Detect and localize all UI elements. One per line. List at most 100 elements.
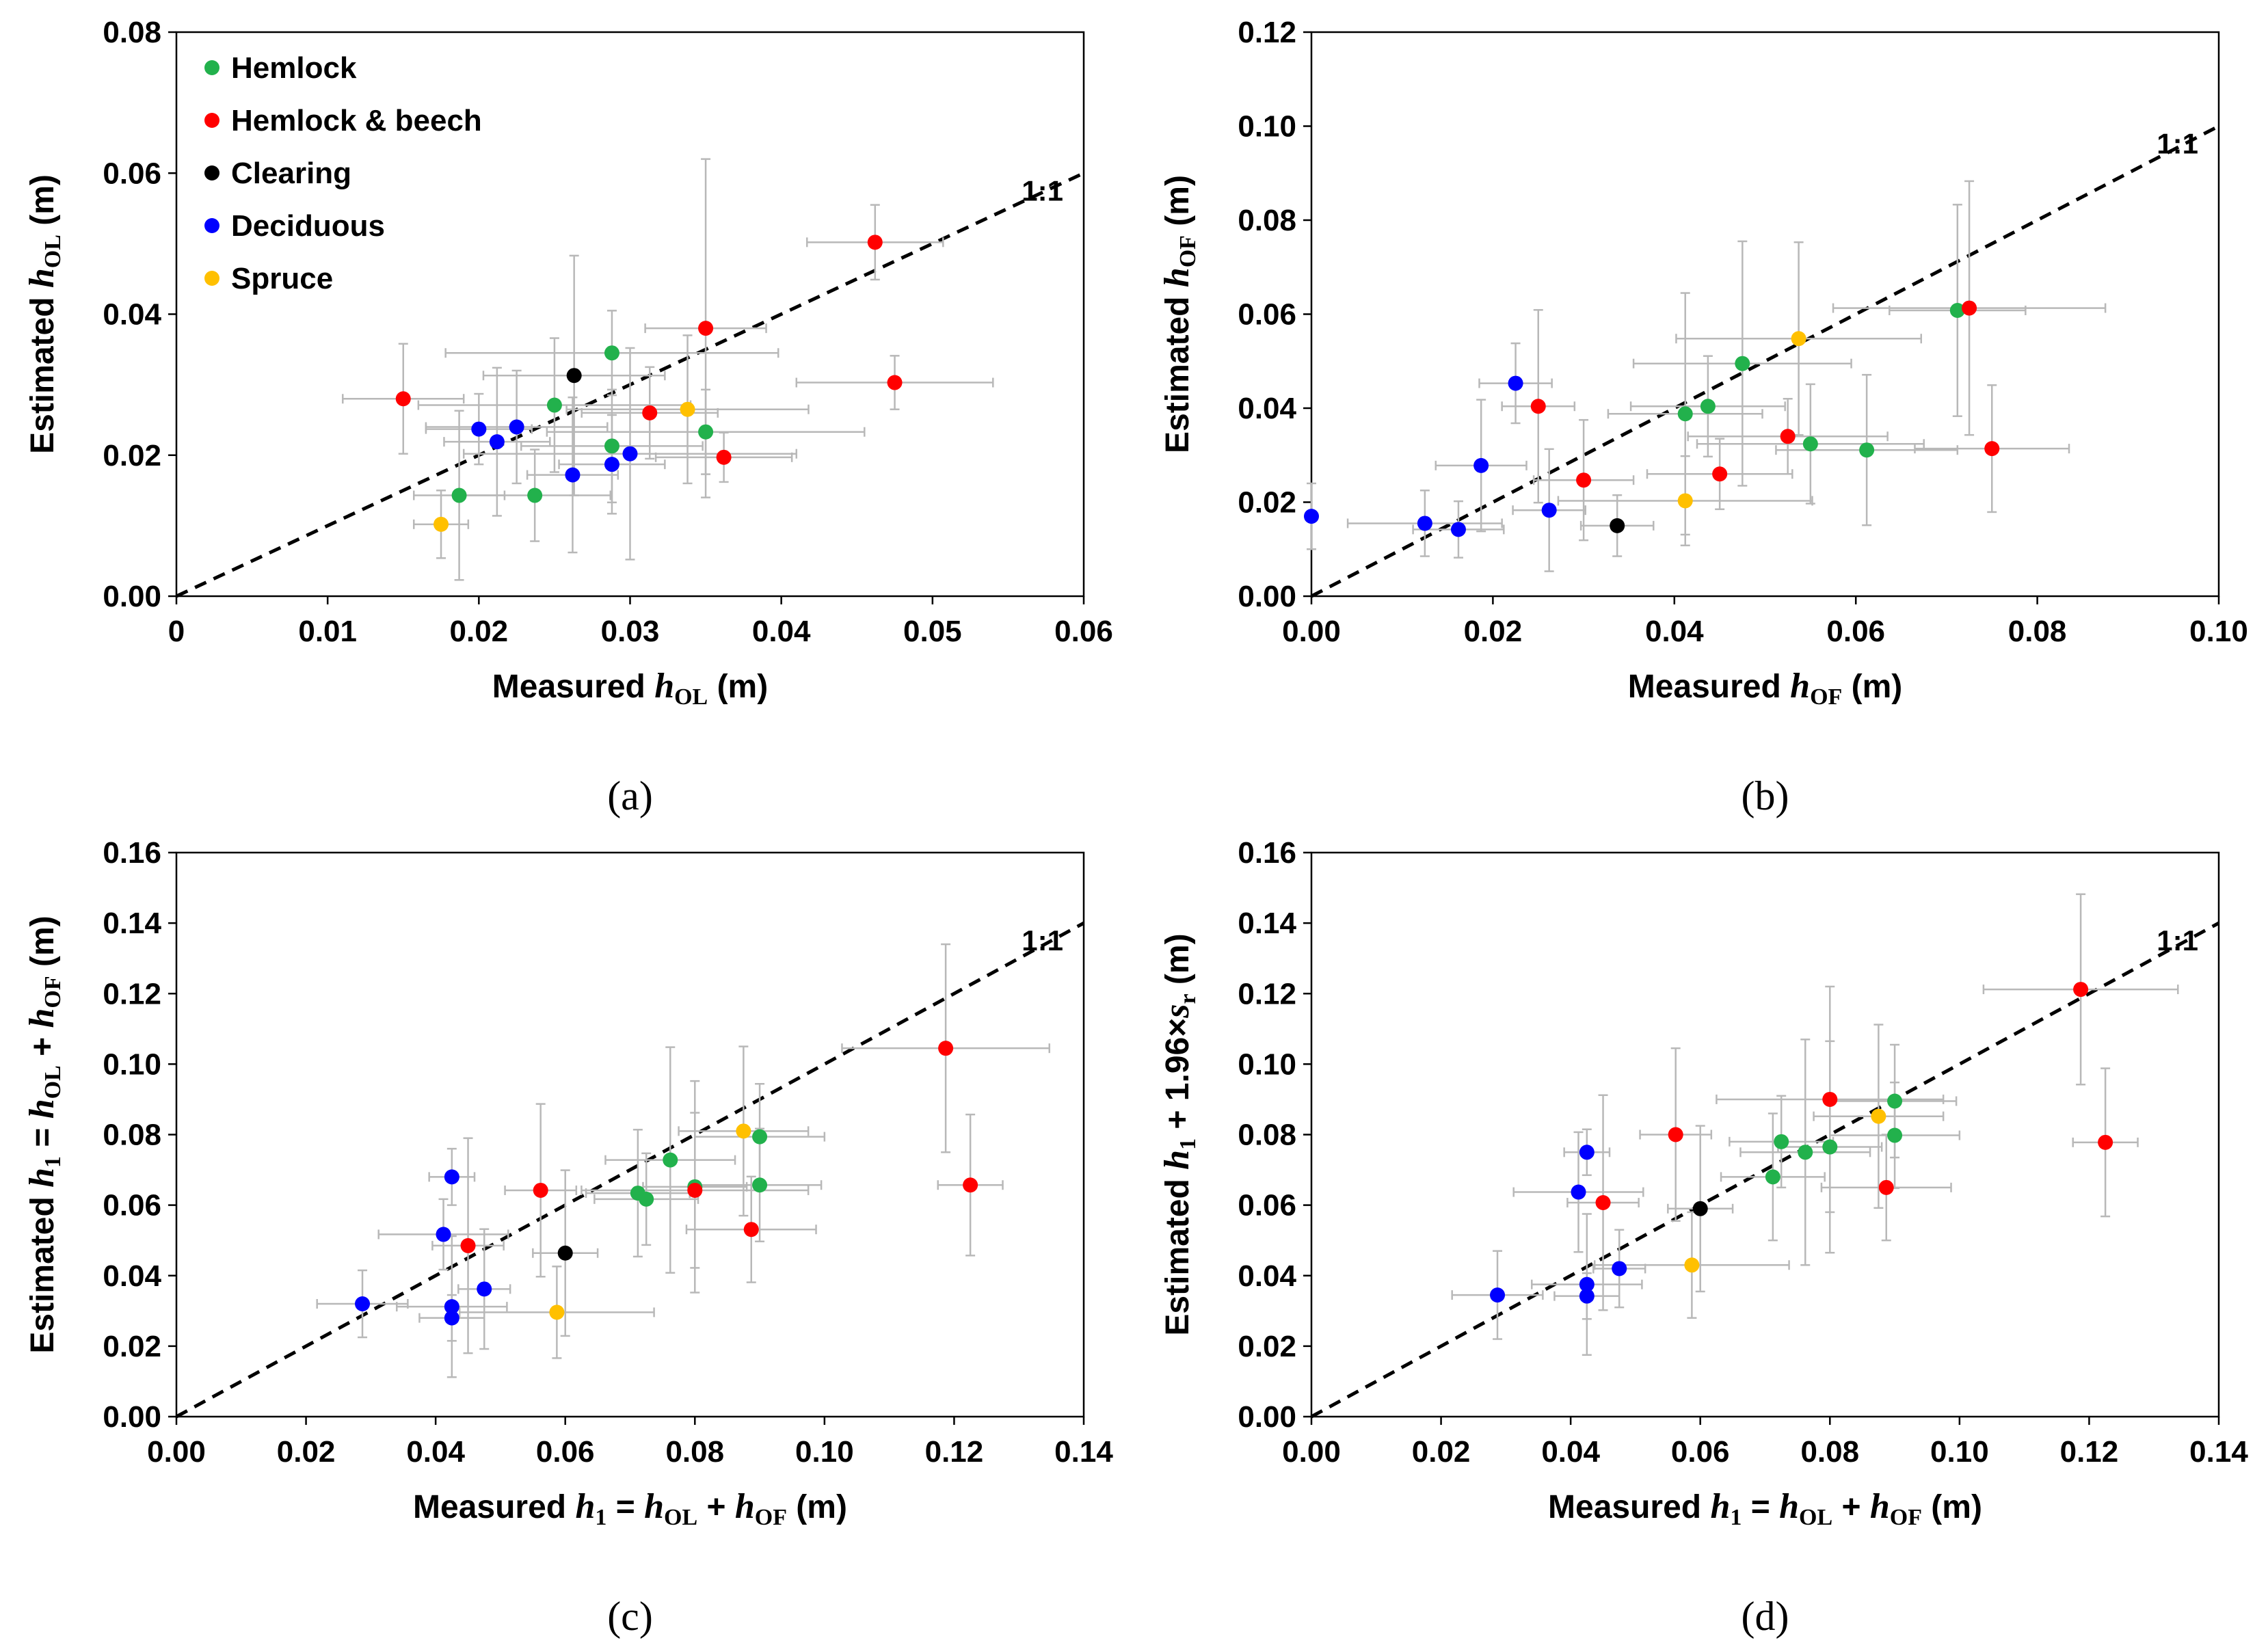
point-deciduous xyxy=(1579,1276,1595,1292)
y-tick-label: 0.02 xyxy=(1238,1330,1296,1363)
panel-caption: (b) xyxy=(1742,773,1789,818)
legend-marker xyxy=(204,271,219,286)
panel-caption: (a) xyxy=(607,773,653,818)
x-axis-title: Measured h1 = hOL + hOF (m) xyxy=(1548,1487,1982,1530)
point-hemlock xyxy=(604,345,619,361)
y-tick-label: 0.16 xyxy=(1238,836,1296,870)
y-tick-label: 0.04 xyxy=(103,1259,161,1293)
y-tick-label: 0.04 xyxy=(1238,392,1296,425)
one-to-one-line xyxy=(1310,124,2220,598)
plot-frame xyxy=(175,851,1085,1418)
x-axis-title: Measured hOL (m) xyxy=(492,667,768,710)
point-hemlock xyxy=(1949,303,1965,318)
point-hemlock-beech xyxy=(687,1182,703,1198)
x-tick-label: 0 xyxy=(168,615,185,648)
point-deciduous xyxy=(355,1296,371,1311)
y-tick-label: 0.12 xyxy=(1238,977,1296,1011)
legend-label: Clearing xyxy=(231,157,351,190)
point-hemlock-beech xyxy=(1780,429,1796,444)
one-to-one-label: 1:1 xyxy=(1022,174,1063,206)
x-tick-label: 0.06 xyxy=(536,1435,595,1469)
point-hemlock xyxy=(451,487,467,503)
one-to-one-label: 1:1 xyxy=(2157,128,2198,160)
legend-label: Hemlock xyxy=(231,51,357,85)
point-hemlock-beech xyxy=(1822,1091,1838,1107)
panel-d: 0.00 0.02 0.04 0.06 0.08 0.10 0.12 0.14 0.00 0.02… xyxy=(1158,836,2248,1639)
point-deciduous xyxy=(444,1299,459,1315)
point-hemlock xyxy=(752,1129,768,1145)
point-clearing xyxy=(1610,518,1625,533)
point-hemlock xyxy=(1798,1145,1813,1160)
point-spruce xyxy=(433,516,449,532)
y-tick-label: 0.02 xyxy=(1238,486,1296,520)
point-deciduous xyxy=(444,1310,459,1326)
point-hemlock-beech xyxy=(963,1177,978,1193)
point-hemlock xyxy=(1765,1169,1780,1185)
x-tick-label: 0.08 xyxy=(2008,615,2067,648)
legend-marker xyxy=(204,60,219,75)
point-spruce xyxy=(1684,1257,1700,1273)
x-tick-label: 0.12 xyxy=(2060,1435,2119,1469)
point-hemlock xyxy=(698,424,714,440)
point-hemlock xyxy=(546,397,562,413)
point-hemlock xyxy=(752,1177,768,1193)
point-deciduous xyxy=(1450,522,1466,537)
x-tick-label: 0.00 xyxy=(147,1435,206,1469)
legend-label: Hemlock & beech xyxy=(231,104,482,137)
x-tick-label: 0.08 xyxy=(665,1435,724,1469)
point-deciduous xyxy=(1571,1184,1586,1200)
y-tick-label: 0.04 xyxy=(1238,1259,1296,1293)
point-deciduous xyxy=(1579,1288,1595,1304)
point-hemlock xyxy=(527,487,543,503)
x-tick-label: 0.02 xyxy=(277,1435,336,1469)
point-hemlock xyxy=(1774,1134,1789,1149)
x-tick-label: 0.10 xyxy=(1930,1435,1989,1469)
point-hemlock-beech xyxy=(1576,472,1592,488)
point-hemlock-beech xyxy=(698,321,714,336)
y-tick-label: 0.06 xyxy=(103,157,161,190)
y-tick-label: 0.08 xyxy=(103,1119,161,1152)
x-tick-label: 0.02 xyxy=(450,615,509,648)
point-hemlock-beech xyxy=(1668,1127,1683,1142)
plot-frame xyxy=(1310,851,2220,1418)
point-deciduous xyxy=(471,421,487,437)
x-tick-label: 0.02 xyxy=(1464,615,1523,648)
point-deciduous xyxy=(509,419,524,435)
legend-label: Deciduous xyxy=(231,209,385,243)
point-hemlock-beech xyxy=(1712,466,1728,482)
point-deciduous xyxy=(436,1227,451,1242)
legend-marker xyxy=(204,113,219,128)
point-hemlock-beech xyxy=(1984,441,2000,457)
x-tick-label: 0.05 xyxy=(903,615,962,648)
point-deciduous xyxy=(1304,509,1319,524)
x-tick-label: 0.00 xyxy=(1282,615,1341,648)
point-deciduous xyxy=(1417,516,1432,531)
point-hemlock-beech xyxy=(1962,300,1977,316)
point-deciduous xyxy=(604,457,619,472)
y-tick-label: 0.08 xyxy=(103,16,161,49)
point-hemlock-beech xyxy=(1595,1195,1611,1211)
point-hemlock xyxy=(1887,1127,1903,1143)
x-tick-label: 0.14 xyxy=(2189,1435,2248,1469)
x-tick-label: 0.04 xyxy=(1541,1435,1600,1469)
x-axis-title: Measured hOF (m) xyxy=(1628,667,1903,710)
point-hemlock-beech xyxy=(642,405,658,420)
y-tick-label: 0.04 xyxy=(103,298,161,332)
point-hemlock-beech xyxy=(460,1238,476,1253)
x-tick-label: 0.04 xyxy=(752,615,811,648)
legend-label: Spruce xyxy=(231,262,333,295)
point-deciduous xyxy=(444,1169,459,1185)
x-tick-label: 0.06 xyxy=(1826,615,1885,648)
point-deciduous xyxy=(1579,1145,1595,1160)
point-deciduous xyxy=(1473,457,1489,473)
legend-marker xyxy=(204,165,219,180)
point-deciduous xyxy=(565,467,581,483)
x-tick-label: 0.10 xyxy=(2189,615,2248,648)
one-to-one-label: 1:1 xyxy=(1022,924,1063,957)
point-deciduous xyxy=(1490,1287,1506,1303)
y-tick-label: 0.00 xyxy=(103,1400,161,1434)
point-deciduous xyxy=(1541,503,1557,518)
panel-caption: (d) xyxy=(1742,1594,1789,1639)
legend-marker xyxy=(204,218,219,233)
